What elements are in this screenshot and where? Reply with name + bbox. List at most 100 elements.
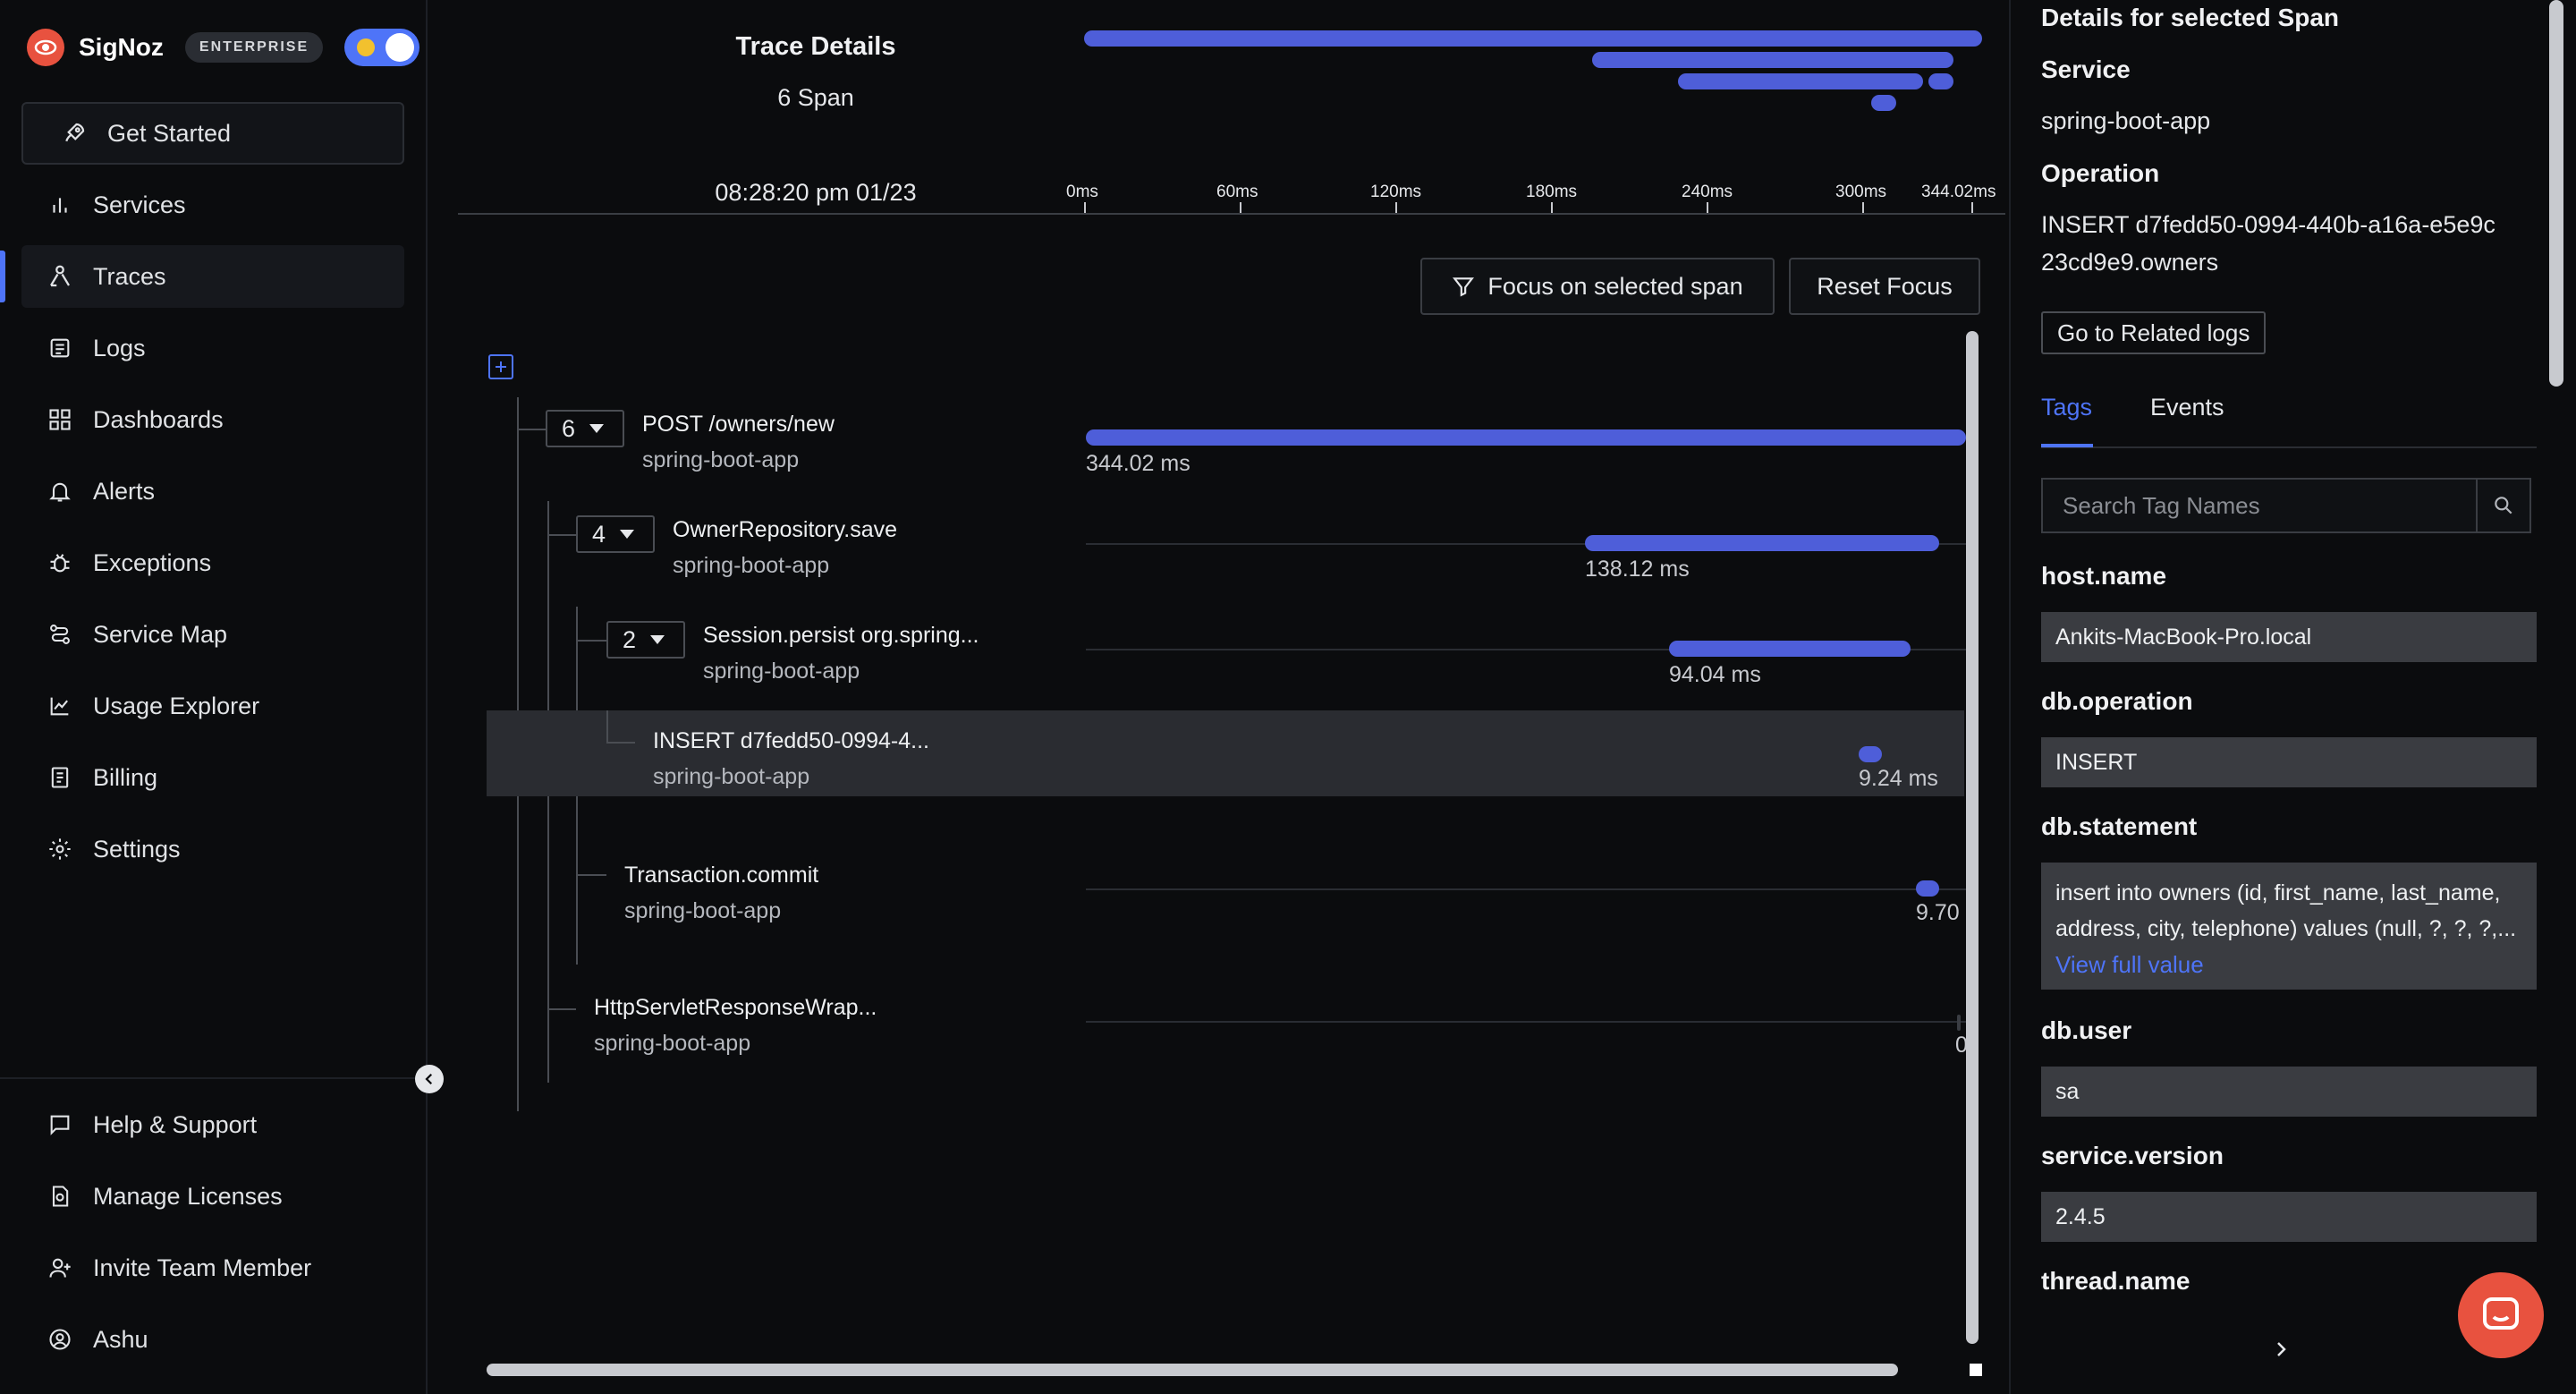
minimap-bar bbox=[1928, 73, 1953, 89]
tree-line bbox=[606, 742, 635, 744]
tag-value: insert into owners (id, first_name, last… bbox=[2041, 863, 2537, 990]
sidebar-item-exceptions[interactable]: Exceptions bbox=[21, 531, 404, 594]
theme-toggle[interactable] bbox=[344, 29, 420, 66]
sidebar-item-label: Dashboards bbox=[93, 405, 224, 433]
tag-key: db.operation bbox=[2041, 687, 2193, 715]
expand-all-button[interactable] bbox=[488, 354, 513, 379]
tag-key: thread.name bbox=[2041, 1267, 2190, 1295]
service-value: spring-boot-app bbox=[2041, 107, 2211, 134]
sidebar-item-alerts[interactable]: Alerts bbox=[21, 460, 404, 523]
sidebar-item-user-profile[interactable]: Ashu bbox=[21, 1308, 404, 1371]
chevron-left-icon bbox=[425, 1073, 433, 1085]
operation-value: INSERT d7fedd50-0994-440b-a16a-e5e9c23cd… bbox=[2041, 211, 2496, 276]
sidebar-item-help-support[interactable]: Help & Support bbox=[21, 1093, 404, 1156]
minimap-bar bbox=[1084, 30, 1982, 47]
span-bar[interactable] bbox=[1086, 429, 1966, 446]
sidebar-divider bbox=[0, 1077, 428, 1079]
span-bar[interactable] bbox=[1859, 746, 1882, 762]
sidebar-item-billing[interactable]: Billing bbox=[21, 746, 404, 809]
sidebar-item-label: Exceptions bbox=[93, 548, 212, 576]
tag-search-input[interactable]: Search Tag Names bbox=[2041, 478, 2504, 533]
sidebar-item-label: Service Map bbox=[93, 620, 228, 648]
span-collapse-toggle[interactable]: 4 bbox=[576, 515, 655, 553]
span-count: 6 Span bbox=[777, 84, 854, 111]
collapse-sidebar-button[interactable] bbox=[415, 1065, 444, 1093]
span-track bbox=[1086, 543, 1966, 545]
related-logs-button[interactable]: Go to Related logs bbox=[2041, 311, 2267, 354]
span-bar[interactable] bbox=[1585, 535, 1939, 551]
axis-tick-label: 120ms bbox=[1370, 183, 1422, 201]
tab-events[interactable]: Events bbox=[2150, 394, 2224, 421]
span-name[interactable]: Session.persist org.spring... bbox=[703, 623, 979, 648]
dashboard-grid-icon bbox=[45, 404, 75, 435]
sidebar-item-dashboards[interactable]: Dashboards bbox=[21, 388, 404, 451]
chat-bubble-icon bbox=[2483, 1297, 2519, 1330]
span-duration: 0 bbox=[1955, 1033, 1968, 1058]
span-service: spring-boot-app bbox=[642, 447, 800, 472]
sidebar-item-label: Help & Support bbox=[93, 1110, 258, 1138]
minimap-bar bbox=[1592, 52, 1953, 68]
selected-span-row[interactable] bbox=[487, 710, 1964, 796]
span-duration: 94.04 ms bbox=[1669, 662, 1761, 687]
tag-key: db.statement bbox=[2041, 812, 2198, 840]
sidebar-item-traces[interactable]: Traces bbox=[21, 245, 404, 308]
span-collapse-toggle[interactable]: 2 bbox=[606, 621, 685, 659]
view-full-value-link[interactable]: View full value bbox=[2055, 951, 2204, 978]
enterprise-badge: ENTERPRISE bbox=[184, 32, 324, 63]
trace-timestamp: 08:28:20 pm 01/23 bbox=[715, 179, 917, 206]
db-statement-text: insert into owners (id, first_name, last… bbox=[2055, 880, 2517, 941]
span-bar[interactable] bbox=[1957, 1015, 1961, 1031]
span-service: spring-boot-app bbox=[594, 1031, 751, 1056]
span-name[interactable]: HttpServletResponseWrap... bbox=[594, 995, 877, 1020]
span-details-panel: Details for selected Span Service spring… bbox=[2009, 0, 2576, 1394]
axis-tick bbox=[1084, 202, 1086, 215]
tabs-divider bbox=[2041, 446, 2537, 448]
sidebar-item-label: Services bbox=[93, 191, 186, 218]
panel-scrollbar[interactable] bbox=[2549, 0, 2563, 387]
axis-tick-label: 60ms bbox=[1216, 183, 1258, 201]
focus-selected-span-button[interactable]: Focus on selected span bbox=[1420, 258, 1775, 315]
chat-support-button[interactable] bbox=[2458, 1272, 2544, 1358]
span-name[interactable]: INSERT d7fedd50-0994-4... bbox=[653, 728, 929, 753]
moon-icon bbox=[357, 38, 376, 56]
axis-tick bbox=[1395, 202, 1397, 215]
tag-value: 2.4.5 bbox=[2041, 1192, 2537, 1242]
tab-tags[interactable]: Tags bbox=[2041, 394, 2093, 421]
signoz-logo-icon[interactable] bbox=[27, 29, 64, 66]
span-bar[interactable] bbox=[1669, 641, 1911, 657]
brand-name: SigNoz bbox=[79, 33, 164, 61]
chevron-right-icon[interactable] bbox=[2270, 1337, 2292, 1366]
sidebar-item-get-started[interactable]: Get Started bbox=[21, 102, 404, 165]
sidebar-item-label: Traces bbox=[93, 262, 166, 290]
caret-down-icon bbox=[620, 530, 635, 539]
span-service: spring-boot-app bbox=[673, 553, 830, 578]
span-collapse-toggle[interactable]: 6 bbox=[546, 410, 624, 447]
span-service: spring-boot-app bbox=[624, 898, 782, 923]
span-name[interactable]: Transaction.commit bbox=[624, 863, 819, 888]
tag-search-button[interactable] bbox=[2476, 478, 2531, 533]
active-indicator bbox=[0, 251, 5, 302]
sidebar-item-service-map[interactable]: Service Map bbox=[21, 603, 404, 666]
page-title: Trace Details bbox=[735, 32, 896, 61]
sidebar-item-services[interactable]: Services bbox=[21, 174, 404, 236]
tree-line bbox=[547, 1008, 576, 1010]
sidebar-item-settings[interactable]: Settings bbox=[21, 818, 404, 880]
span-name[interactable]: OwnerRepository.save bbox=[673, 517, 898, 542]
sidebar-item-usage-explorer[interactable]: Usage Explorer bbox=[21, 675, 404, 737]
sidebar-item-label: Alerts bbox=[93, 477, 156, 505]
horizontal-scrollbar[interactable] bbox=[487, 1364, 1898, 1376]
scroll-corner bbox=[1970, 1364, 1982, 1376]
span-duration: 344.02 ms bbox=[1086, 451, 1191, 476]
span-name[interactable]: POST /owners/new bbox=[642, 412, 835, 437]
span-duration: 138.12 ms bbox=[1585, 557, 1690, 582]
sidebar-item-invite-team-member[interactable]: Invite Team Member bbox=[21, 1237, 404, 1299]
span-bar[interactable] bbox=[1916, 880, 1939, 897]
traces-icon bbox=[45, 261, 75, 292]
receipt-icon bbox=[45, 762, 75, 793]
span-duration: 9.70 bbox=[1916, 900, 1960, 925]
sidebar-item-manage-licenses[interactable]: Manage Licenses bbox=[21, 1165, 404, 1228]
sidebar-item-logs[interactable]: Logs bbox=[21, 317, 404, 379]
vertical-scrollbar[interactable] bbox=[1966, 331, 1979, 1344]
reset-focus-button[interactable]: Reset Focus bbox=[1789, 258, 1980, 315]
axis-tick-label: 344.02ms bbox=[1921, 183, 1996, 201]
